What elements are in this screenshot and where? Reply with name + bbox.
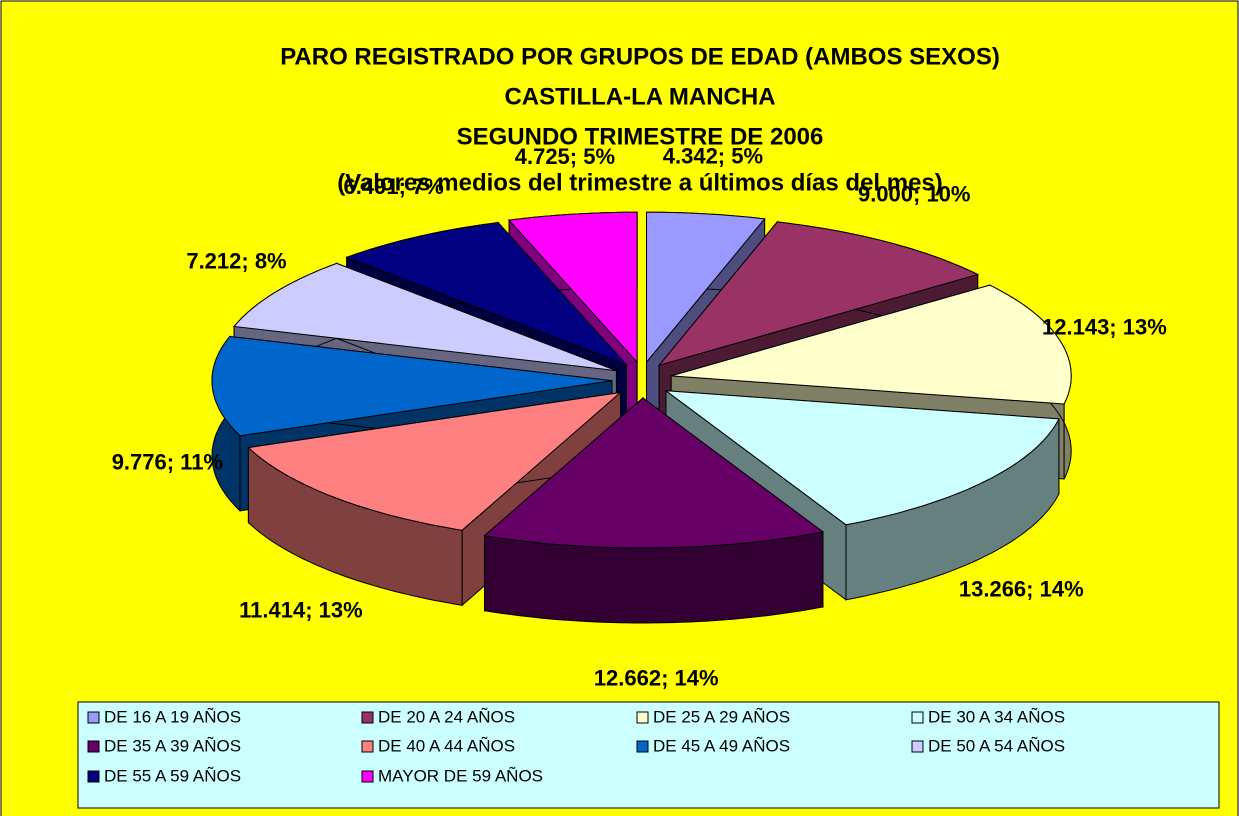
data-label: 6.491; 7% [344,174,444,199]
chart-title: PARO REGISTRADO POR GRUPOS DE EDAD (AMBO… [280,43,1000,70]
legend-swatch [911,740,924,753]
legend-swatch [361,740,374,753]
data-label: 11.414; 13% [239,597,363,622]
legend-label: DE 16 A 19 AÑOS [104,707,241,726]
data-label: 12.143; 13% [1042,314,1167,339]
slice-top [657,221,980,367]
slice-top [345,222,627,366]
slice-top [211,335,613,437]
chart-title: CASTILLA-LA MANCHA [504,83,775,110]
data-label: 9.776; 11% [112,449,223,474]
data-label: 4.342; 5% [663,143,763,168]
data-label: 12.662; 14% [594,666,719,691]
legend-swatch [361,711,374,724]
legend-swatch [87,711,100,724]
slice-top [671,284,1072,405]
legend-swatch [361,770,374,783]
legend-label: MAYOR DE 59 AÑOS [378,766,543,785]
chart-subtitle: (Valores medios del trimestre a últimos … [337,169,943,196]
legend-swatch [911,711,924,724]
data-label: 13.266; 14% [959,576,1084,601]
chart-title: SEGUNDO TRIMESTRE DE 2006 [457,123,824,150]
legend-label: DE 40 A 44 AÑOS [378,736,515,755]
legend-swatch [636,711,649,724]
legend-label: DE 50 A 54 AÑOS [928,736,1065,755]
legend-label: DE 35 A 39 AÑOS [104,736,241,755]
legend-label: DE 55 A 59 AÑOS [104,766,241,785]
slice-top [247,391,623,531]
slice-top [483,397,825,549]
legend-label: DE 25 A 29 AÑOS [653,707,790,726]
data-label: 4.725; 5% [515,144,615,169]
slice-top [664,390,1060,526]
pie-slice [483,396,825,624]
legend-label: DE 45 A 49 AÑOS [653,736,790,755]
legend-label: DE 20 A 24 AÑOS [378,707,515,726]
legend-swatch [87,770,100,783]
data-label: 9.000; 10% [858,181,971,206]
data-label: 7.212; 8% [186,249,286,274]
slice-top [507,211,638,364]
slice-top [646,211,766,364]
slice-top [233,262,617,372]
legend-label: DE 30 A 34 AÑOS [928,707,1065,726]
legend-swatch [636,740,649,753]
legend-swatch [87,740,100,753]
